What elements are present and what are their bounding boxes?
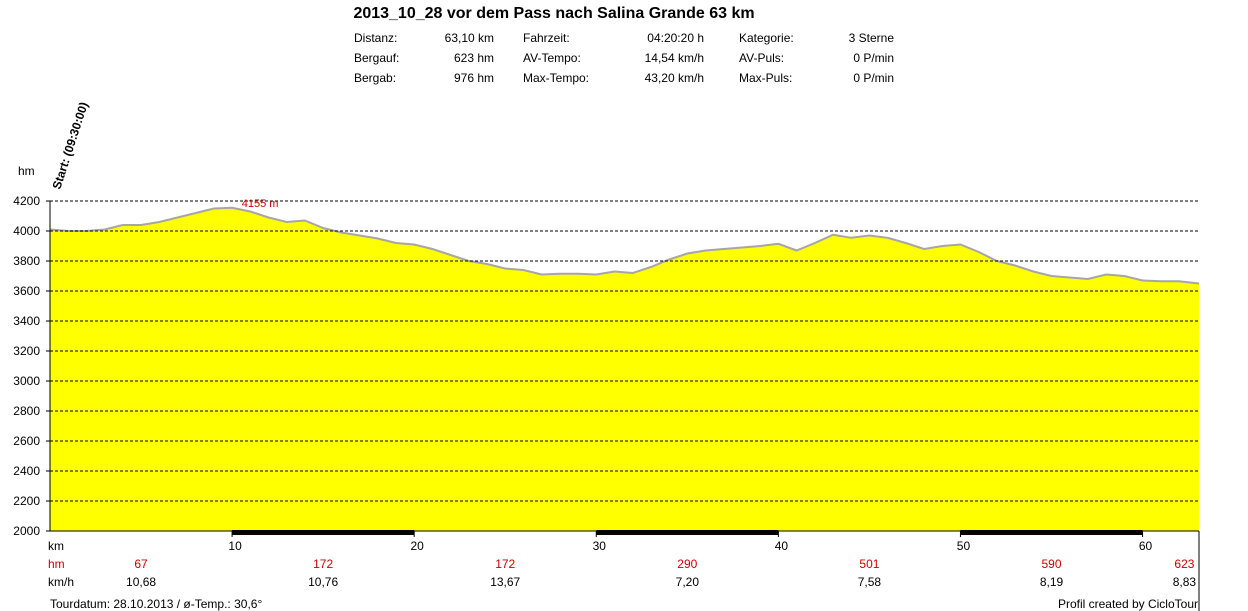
hm-value: 623: [1174, 557, 1194, 571]
y-tick-label: 2000: [13, 524, 40, 538]
y-tick-label: 3600: [13, 284, 40, 298]
stat-label: AV-Puls:: [739, 51, 785, 65]
x-tick-label: 20: [411, 539, 425, 553]
stat-label: Bergab:: [354, 71, 397, 85]
hm-value: 290: [677, 557, 697, 571]
stat-label: Distanz:: [354, 31, 398, 45]
kmh-value: 8,19: [1040, 575, 1064, 589]
hm-value: 172: [495, 557, 515, 571]
y-tick-label: 3400: [13, 314, 40, 328]
x-tick-label: 50: [957, 539, 971, 553]
hm-value: 172: [313, 557, 333, 571]
y-tick-label: 3000: [13, 374, 40, 388]
stat-value: 0 P/min: [853, 71, 894, 85]
x-axis-segment: [232, 530, 415, 535]
page-title: 2013_10_28 vor dem Pass nach Salina Gran…: [353, 5, 755, 22]
kmh-value: 10,68: [126, 575, 156, 589]
stat-value: 976 hm: [453, 71, 494, 85]
x-axis-label: km: [48, 539, 64, 553]
kmh-value: 7,58: [858, 575, 882, 589]
hm-row-label: hm: [48, 557, 65, 571]
kmh-value: 10,76: [308, 575, 338, 589]
stat-label: Kategorie:: [739, 31, 794, 45]
stat-label: Max-Puls:: [739, 71, 793, 85]
x-tick-label: 40: [775, 539, 789, 553]
y-tick-label: 3200: [13, 344, 40, 358]
stat-label: Bergauf:: [354, 51, 400, 65]
stat-value: 0 P/min: [853, 51, 894, 65]
x-axis-segment: [596, 530, 779, 535]
credit-footer: Profil created by CicloTour: [1057, 597, 1198, 611]
max-elevation-label: 4155 m: [242, 198, 279, 210]
x-tick-label: 30: [593, 539, 607, 553]
tour-date-footer: Tourdatum: 28.10.2013 / ø-Temp.: 30,6°: [50, 597, 263, 611]
stat-label: Fahrzeit:: [523, 31, 570, 45]
y-axis-label: hm: [18, 164, 35, 178]
y-tick-label: 3800: [13, 254, 40, 268]
y-tick-label: 4000: [13, 224, 40, 238]
stat-label: Max-Tempo:: [523, 71, 590, 85]
y-tick-label: 2200: [13, 494, 40, 508]
kmh-value: 13,67: [490, 575, 520, 589]
y-tick-label: 2600: [13, 434, 40, 448]
kmh-value: 8,83: [1173, 575, 1197, 589]
stat-value: 3 Sterne: [848, 31, 894, 45]
kmh-value: 7,20: [676, 575, 700, 589]
stat-value: 63,10 km: [444, 31, 494, 45]
kmh-row-label: km/h: [48, 575, 74, 589]
stat-value: 43,20 km/h: [644, 71, 704, 85]
stat-label: AV-Tempo:: [523, 51, 581, 65]
x-axis-segment: [960, 530, 1143, 535]
hm-value: 67: [134, 557, 148, 571]
start-label: Start: (09:30:00): [50, 100, 91, 191]
hm-value: 590: [1041, 557, 1061, 571]
stat-value: 04:20:20 h: [647, 31, 704, 45]
y-tick-label: 2400: [13, 464, 40, 478]
elevation-area: [50, 207, 1199, 532]
hm-value: 501: [859, 557, 879, 571]
x-tick-label: 10: [228, 539, 242, 553]
stat-value: 623 hm: [453, 51, 494, 65]
x-tick-label: 60: [1139, 539, 1153, 553]
stat-value: 14,54 km/h: [644, 51, 704, 65]
elevation-line: [49, 206, 1200, 285]
y-tick-label: 4200: [13, 194, 40, 208]
y-tick-label: 2800: [13, 404, 40, 418]
